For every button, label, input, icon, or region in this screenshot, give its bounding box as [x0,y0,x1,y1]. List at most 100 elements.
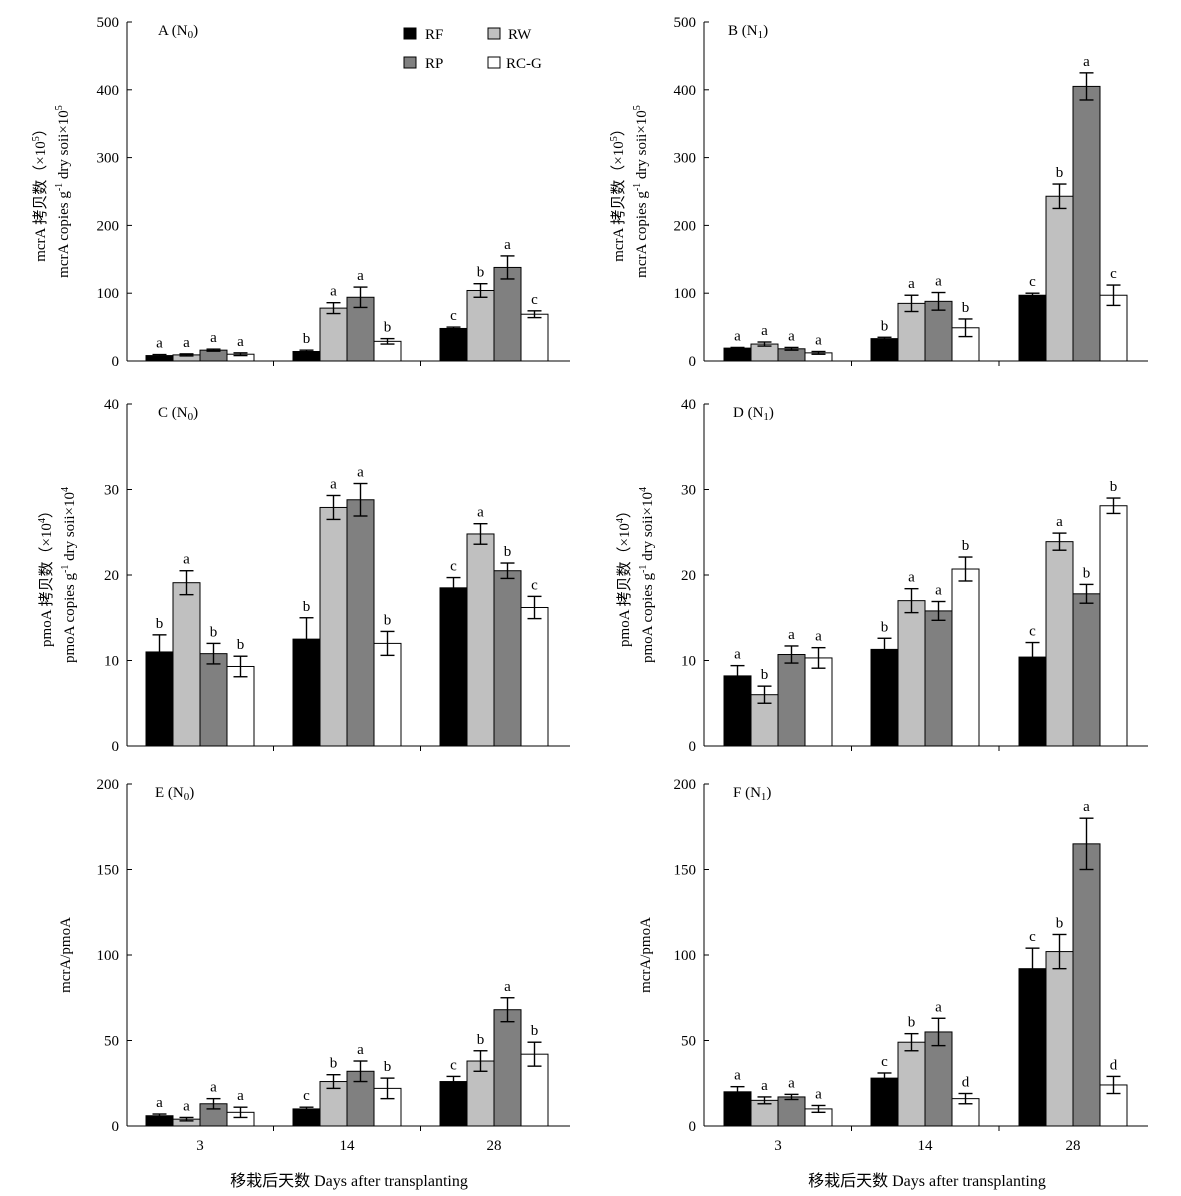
significance-letter: a [1083,799,1090,815]
significance-letter: c [450,559,457,575]
panel-title: D (N1) [733,405,774,423]
bar-rf-day-28 [439,587,468,747]
bar-rw-day-28 [1045,951,1074,1127]
x-tick-label: 28 [1066,1138,1081,1154]
y-axis-title-line2: pmoA copies g-1 dry soii×104 [638,487,656,663]
panel-title-subscript: 1 [758,29,764,41]
significance-letter: b [908,1015,916,1031]
legend-entry-rw: RW [487,27,532,43]
significance-letter: d [1110,1057,1118,1073]
y-axis-title-line2-text: mcrA copies g [56,191,72,278]
significance-letter: a [183,335,190,351]
y-axis-title-line1: mcrA 拷贝数（×105） [609,121,627,262]
significance-letter: a [935,583,942,599]
legend-swatch-rc-g [487,56,501,69]
y-tick-label: 0 [112,354,120,370]
bar-rw-day-28 [1045,195,1074,362]
panel-title: A (N0) [158,23,198,41]
y-axis-title-line2: mcrA copies g-1 dry soii×105 [54,105,72,278]
bar-rp-day-28 [1072,85,1101,362]
bar-rw-day-3 [750,1099,779,1127]
y-axis-title-line2-text: pmoA copies g [62,572,78,662]
legend-label-rw: RW [508,27,532,43]
significance-letter: b [330,1056,338,1072]
bar-rf-day-14 [870,338,899,362]
y-axis-title-line2-superscript: -1 [632,183,643,191]
bar-rp-day-3 [777,1096,806,1127]
significance-letter: a [330,476,337,492]
bar-rf-day-28 [1018,294,1047,362]
y-axis-title-line2-text: mcrA copies g [634,191,650,278]
y-tick-label: 300 [97,151,120,167]
bar-rw-day-28 [1045,541,1074,747]
significance-letter: a [477,505,484,521]
bar-rc-g-day-14 [951,568,980,747]
y-tick-label: 100 [674,286,697,302]
significance-letter: b [1083,565,1091,581]
bar-rc-g-day-3 [804,657,833,747]
y-tick-label: 100 [97,286,120,302]
significance-letter: a [357,465,364,481]
bar-rp-day-28 [493,266,522,362]
panel-title: C (N0) [158,405,198,423]
significance-letter: b [881,619,889,635]
significance-letter: a [210,1080,217,1096]
y-axis-title-line2-text-b: dry soii×10 [62,492,78,565]
y-tick-label: 200 [97,777,120,793]
y-tick-label: 50 [104,1034,119,1050]
significance-letter: b [504,544,512,560]
significance-letter: b [761,667,769,683]
y-tick-label: 30 [681,483,696,499]
panel-title-main: B (N [728,23,758,39]
y-tick-label: 150 [97,863,120,879]
y-axis-title-line2-superscript: -1 [60,565,71,573]
significance-letter: a [908,276,915,292]
bar-rw-day-28 [466,533,495,747]
legend-entry-rf: RF [403,27,443,43]
significance-letter: a [935,999,942,1015]
x-axis-title-left: 移栽后天数 Days after transplanting [230,1172,468,1190]
y-tick-label: 20 [104,568,119,584]
significance-letter: a [908,570,915,586]
significance-letter: a [734,1068,741,1084]
significance-letter: b [1056,915,1064,931]
panel-title-main: F (N [733,785,761,801]
x-tick-label: 3 [774,1138,782,1154]
y-tick-label: 100 [674,948,697,964]
significance-letter: a [357,1042,364,1058]
significance-letter: b [477,265,485,281]
significance-letter: a [734,328,741,344]
significance-letter: a [761,323,768,339]
significance-letter: b [384,1059,392,1075]
significance-letter: c [531,292,538,308]
significance-letter: a [788,1075,795,1091]
bar-rf-day-3 [723,675,752,747]
significance-letter: a [330,284,337,300]
bar-rp-day-3 [199,653,228,747]
legend-label-rp: RP [425,56,443,72]
significance-letter: a [156,1095,163,1111]
significance-letter: a [761,1078,768,1094]
significance-letter: a [815,333,822,349]
significance-letter: b [210,624,218,640]
panel-title-subscript: 0 [188,411,194,423]
bar-rp-day-14 [346,499,375,747]
y-tick-label: 400 [674,83,697,99]
significance-letter: b [881,318,889,334]
significance-letter: a [935,274,942,290]
y-tick-label: 40 [681,397,696,413]
significance-letter: a [183,1098,190,1114]
significance-letter: a [210,330,217,346]
significance-letter: d [962,1075,970,1091]
significance-letter: a [504,979,511,995]
legend-label-rf: RF [425,27,443,43]
y-axis-title-line2-superscript: -1 [54,183,65,191]
significance-letter: a [1083,54,1090,70]
significance-letter: b [962,300,970,316]
legend-swatch-rw [487,27,501,40]
significance-letter: c [450,1057,457,1073]
panel-title-close: ) [769,405,774,421]
x-tick-label: 3 [196,1138,204,1154]
bar-rw-day-28 [466,289,495,362]
